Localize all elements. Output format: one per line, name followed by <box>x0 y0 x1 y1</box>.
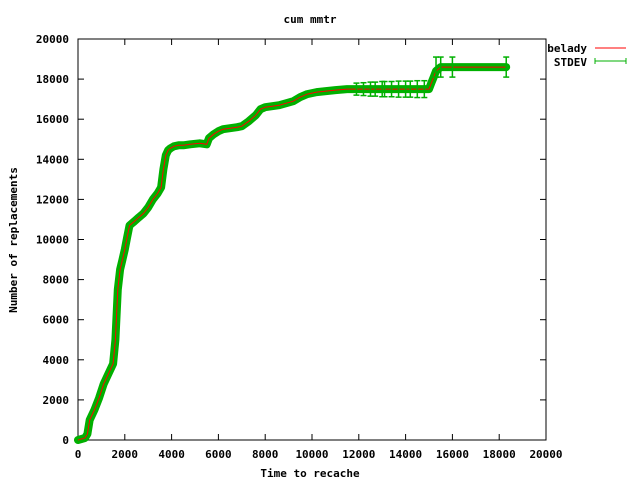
stdev-errorbar <box>503 56 510 78</box>
x-tick-label: 2000 <box>112 448 139 461</box>
stdev-errorbar <box>414 79 421 99</box>
stdev-errorbar <box>421 79 428 99</box>
x-tick-label: 16000 <box>436 448 469 461</box>
chart-title: cum mmtr <box>284 13 337 26</box>
y-tick-label: 2000 <box>43 394 70 407</box>
x-tick-label: 10000 <box>295 448 328 461</box>
stdev-errorbar <box>381 80 388 98</box>
stdev-errorbar <box>360 81 367 97</box>
x-tick-label: 8000 <box>252 448 279 461</box>
y-axis-label: Number of replacements <box>7 167 20 313</box>
stdev-errorbar <box>395 80 402 98</box>
y-tick-label: 6000 <box>43 314 70 327</box>
x-tick-label: 0 <box>75 448 82 461</box>
x-tick-label: 18000 <box>483 448 516 461</box>
legend-swatch-stdev <box>594 58 627 64</box>
x-tick-label: 14000 <box>389 448 422 461</box>
stdev-errorbar <box>372 81 379 97</box>
belady-line <box>77 66 507 441</box>
stdev-errorbar <box>449 56 456 78</box>
y-tick-label: 8000 <box>43 274 70 287</box>
y-tick-label: 12000 <box>36 193 69 206</box>
data-series <box>74 56 511 444</box>
plot-area <box>77 38 547 441</box>
x-tick-label: 12000 <box>342 448 375 461</box>
y-tick-label: 10000 <box>36 234 69 247</box>
stdev-errorbar <box>353 82 360 96</box>
stdev-band <box>74 63 511 444</box>
stdev-errorbar <box>388 80 395 98</box>
x-tick-label: 20000 <box>529 448 562 461</box>
y-tick-label: 16000 <box>36 113 69 126</box>
y-tick-label: 4000 <box>43 354 70 367</box>
y-tick-label: 14000 <box>36 153 69 166</box>
legend-label-stdev: STDEV <box>554 56 587 69</box>
y-tick-label: 20000 <box>36 33 69 46</box>
x-tick-label: 6000 <box>205 448 232 461</box>
y-tick-label: 0 <box>62 434 69 447</box>
x-tick-label: 4000 <box>158 448 185 461</box>
stdev-errorbar <box>437 56 444 78</box>
x-axis-label: Time to recache <box>260 467 360 480</box>
stdev-errorbar <box>407 80 414 98</box>
axis-ticks: 0 2000 4000 6000 8000 10000 12000 14000 16000 180… <box>36 33 563 461</box>
legend: belady STDEV <box>547 42 627 69</box>
legend-label-belady: belady <box>547 42 587 55</box>
y-tick-label: 18000 <box>36 73 69 86</box>
